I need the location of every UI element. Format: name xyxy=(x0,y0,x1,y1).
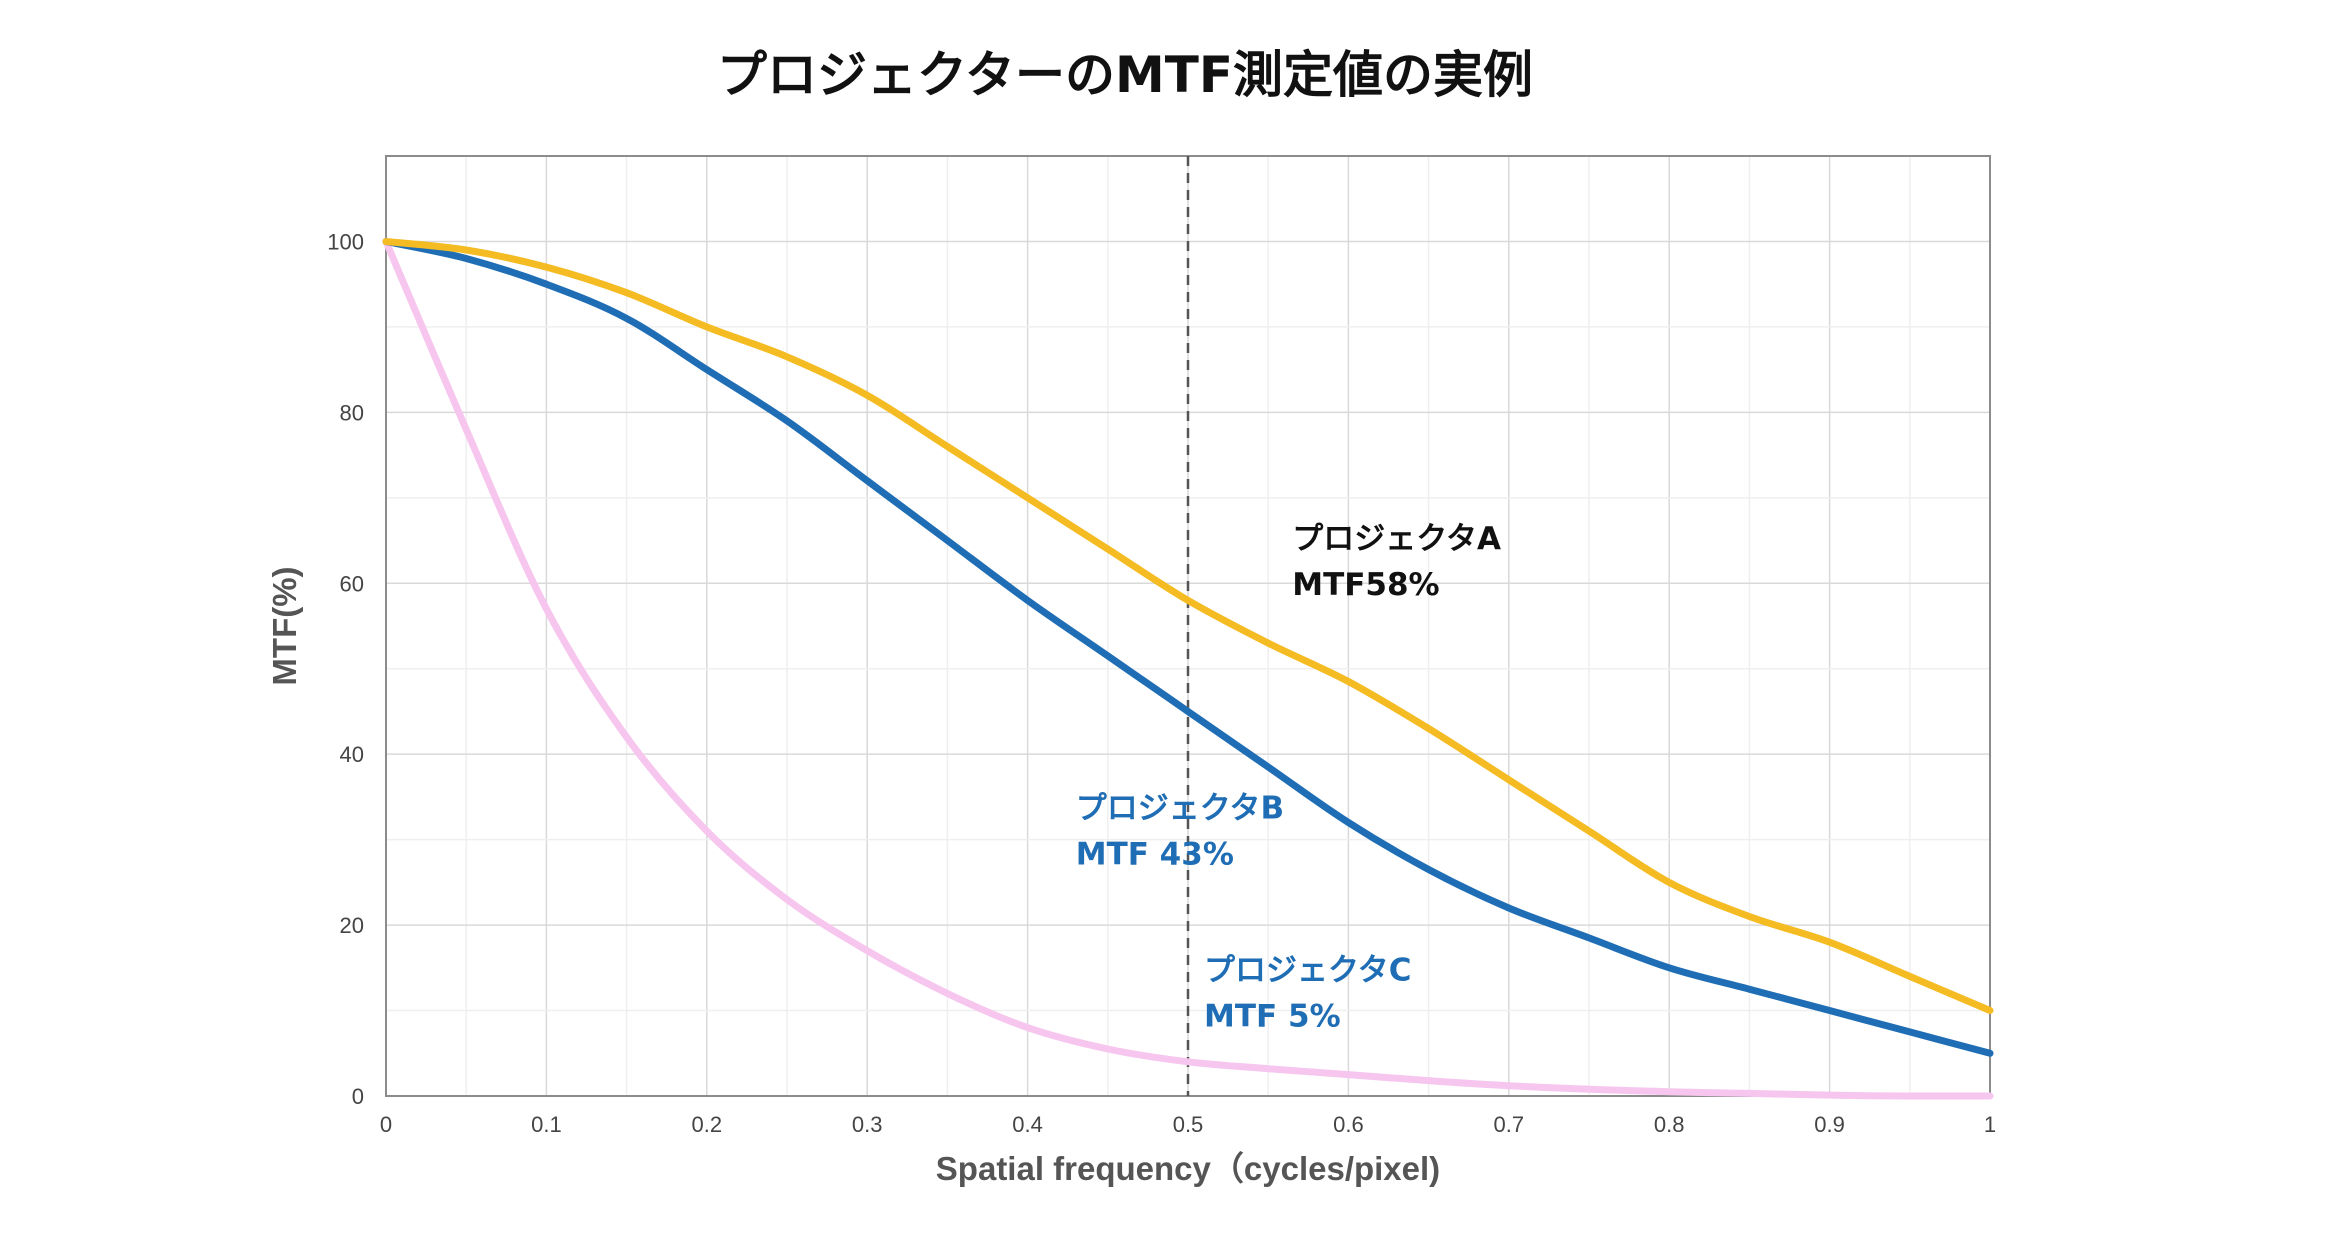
x-tick-label: 0 xyxy=(380,1112,392,1137)
series-line-projector-b xyxy=(382,238,1994,1057)
x-axis-label: Spatial frequency（cycles/pixel) xyxy=(936,1150,1440,1187)
y-tick-label: 80 xyxy=(340,400,364,425)
annotation-title: プロジェクタB xyxy=(1076,790,1284,826)
x-tick-label: 0.2 xyxy=(692,1112,723,1137)
annotation-value: MTF 5% xyxy=(1204,999,1341,1035)
annotation-title: プロジェクタC xyxy=(1204,953,1412,989)
x-tick-label: 0.4 xyxy=(1012,1112,1043,1137)
annotation-value: MTF58% xyxy=(1292,567,1439,603)
y-axis-label: MTF(%) xyxy=(266,566,303,685)
y-tick-label: 0 xyxy=(352,1084,364,1109)
x-tick-label: 0.3 xyxy=(852,1112,883,1137)
annotation-title: プロジェクタA xyxy=(1292,521,1501,557)
series-lines xyxy=(382,238,1994,1100)
tick-labels: 0 0.1 0.2 0.3 0.4 0.5 0.6 0.7 0.8 0.9 1 0 20 40 60 80 10… xyxy=(327,229,1996,1137)
x-tick-label: 0.5 xyxy=(1173,1112,1204,1137)
y-tick-label: 20 xyxy=(340,913,364,938)
x-tick-label: 0.6 xyxy=(1333,1112,1364,1137)
y-tick-label: 60 xyxy=(340,571,364,596)
series-line-projector-c xyxy=(382,238,1994,1100)
x-tick-label: 1 xyxy=(1984,1112,1996,1137)
x-tick-label: 0.8 xyxy=(1654,1112,1685,1137)
x-tick-label: 0.7 xyxy=(1494,1112,1525,1137)
annotation-value: MTF 43% xyxy=(1076,836,1234,872)
chart-title: プロジェクターのMTF測定値の実例 xyxy=(717,46,1533,104)
x-tick-label: 0.9 xyxy=(1814,1112,1845,1137)
annotations: プロジェクタA MTF58% プロジェクタB MTF 43% プロジェクタC MTF 5% xyxy=(1076,521,1501,1035)
series-line-projector-a xyxy=(382,238,1994,1014)
y-tick-label: 100 xyxy=(327,229,364,254)
x-tick-label: 0.1 xyxy=(531,1112,562,1137)
y-tick-label: 40 xyxy=(340,742,364,767)
